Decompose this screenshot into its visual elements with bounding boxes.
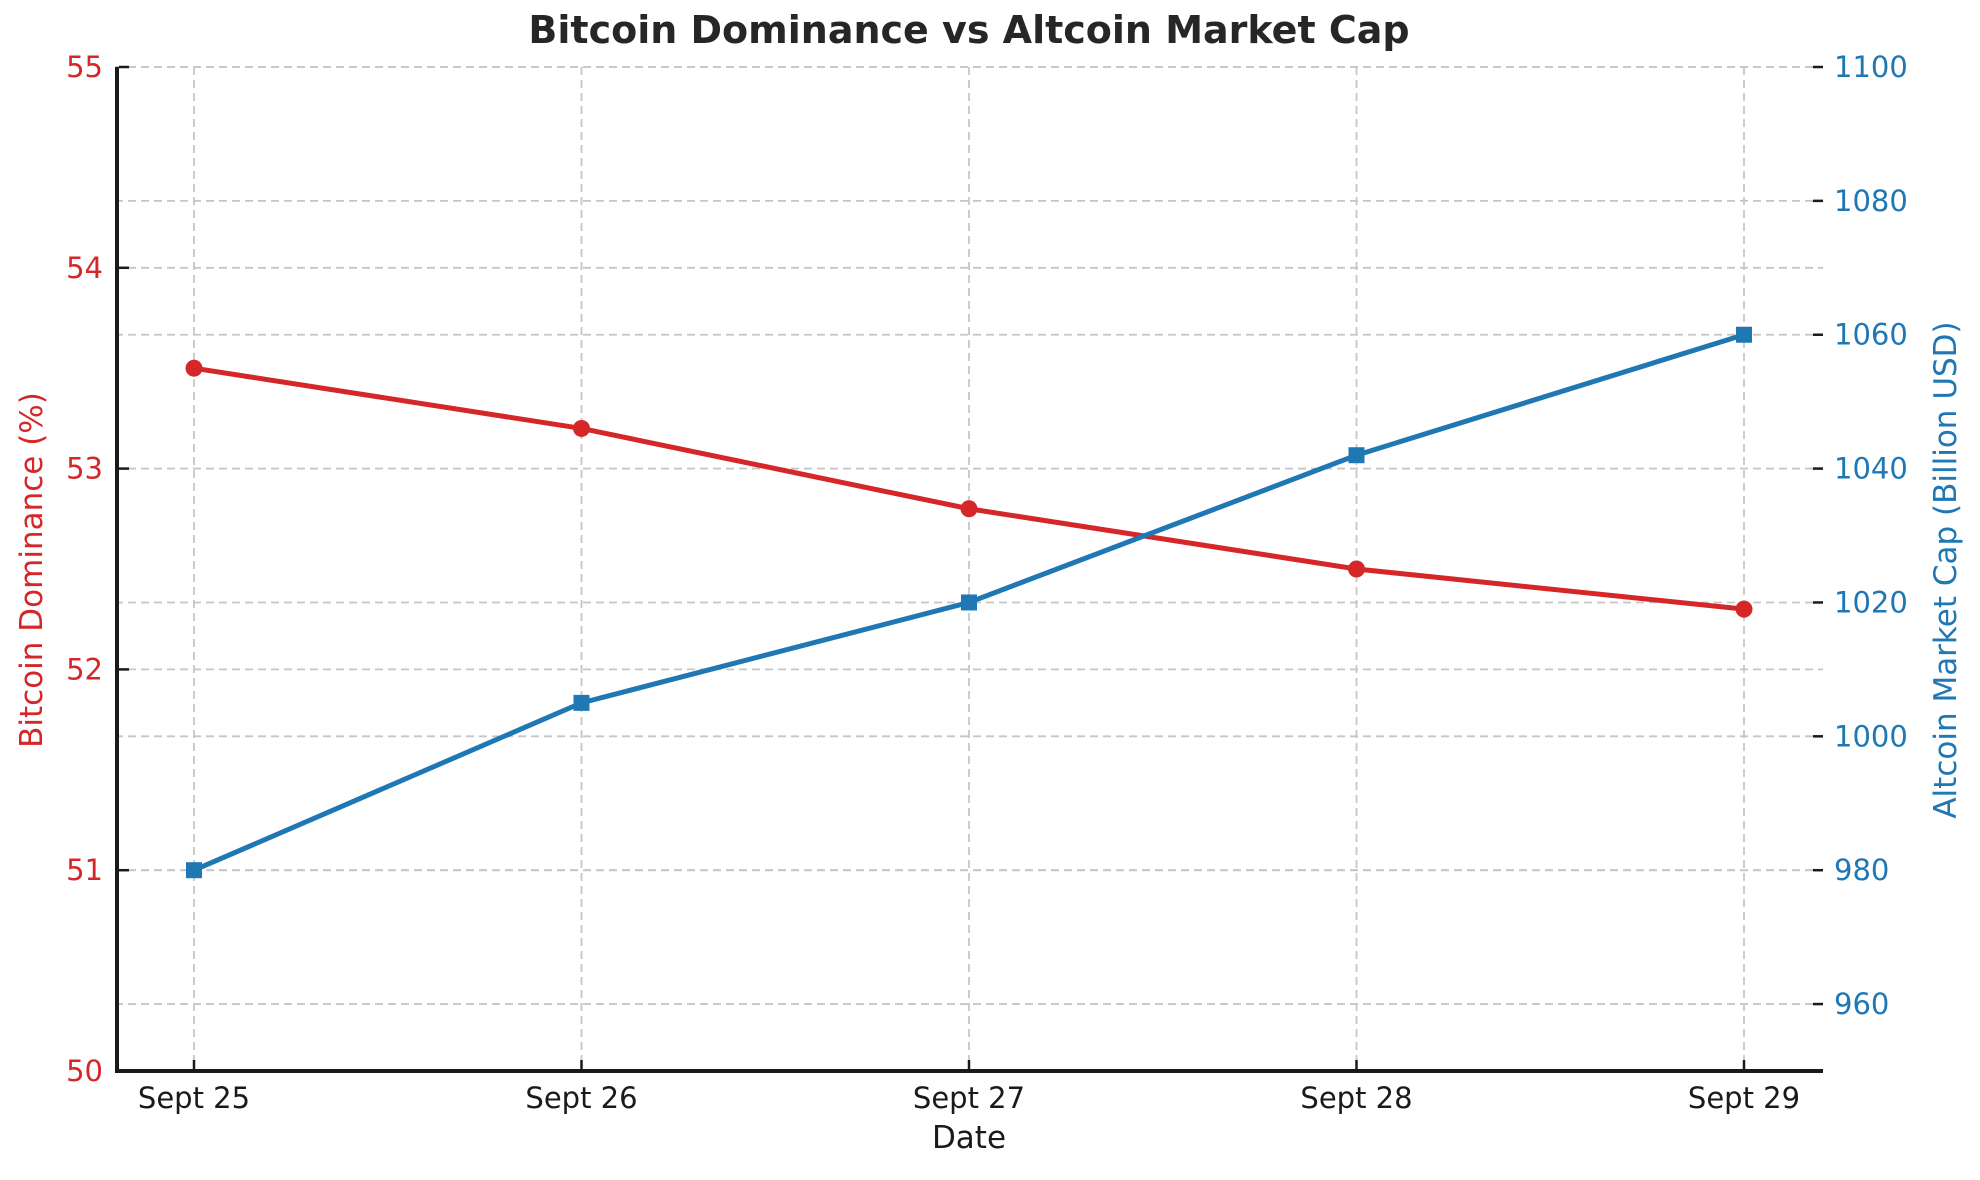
right-tick-label: 1020 (1834, 585, 1908, 619)
right-y-axis-label: Altcoin Market Cap (Billion USD) (1928, 321, 1964, 819)
right-tick-label: 960 (1834, 987, 1889, 1021)
left-tick-label: 51 (66, 853, 103, 887)
marker-bitcoin-dominance (185, 359, 203, 377)
marker-bitcoin-dominance (1348, 560, 1365, 578)
x-tick-label: Sept 28 (1300, 1081, 1412, 1115)
right-tick-label: 1100 (1834, 50, 1908, 84)
left-tick-label: 53 (66, 452, 103, 486)
chart-title: Bitcoin Dominance vs Altcoin Market Cap (528, 8, 1410, 52)
right-tick-label: 980 (1834, 853, 1889, 887)
left-tick-label: 54 (66, 251, 103, 285)
x-tick-label: Sept 26 (525, 1081, 637, 1115)
marker-altcoin-market-cap (1736, 326, 1752, 343)
left-tick-label: 55 (66, 50, 103, 84)
left-y-axis-label: Bitcoin Dominance (%) (14, 392, 50, 748)
marker-altcoin-market-cap (961, 594, 977, 611)
marker-altcoin-market-cap (1348, 447, 1365, 464)
right-tick-label: 1040 (1834, 452, 1908, 486)
marker-altcoin-market-cap (186, 862, 202, 879)
x-tick-label: Sept 29 (1688, 1081, 1800, 1115)
marker-bitcoin-dominance (573, 419, 590, 437)
right-tick-label: 1060 (1834, 318, 1908, 352)
left-tick-label: 50 (66, 1054, 103, 1088)
marker-altcoin-market-cap (573, 694, 590, 711)
marker-bitcoin-dominance (1735, 600, 1753, 618)
marker-bitcoin-dominance (960, 500, 978, 518)
right-tick-label: 1000 (1834, 719, 1908, 753)
left-tick-label: 52 (66, 652, 103, 686)
right-tick-label: 1080 (1834, 184, 1908, 218)
x-tick-label: Sept 25 (138, 1081, 250, 1115)
x-axis-label: Date (931, 1120, 1007, 1156)
x-tick-label: Sept 27 (913, 1081, 1025, 1115)
